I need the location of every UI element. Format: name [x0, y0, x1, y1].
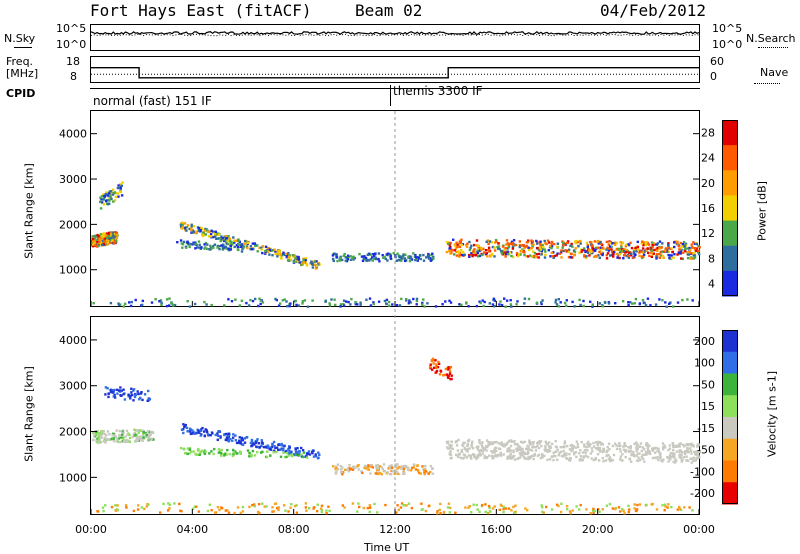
power-colorbar-tick-6: 4	[708, 277, 715, 290]
power-colorbar-swatch-2	[722, 170, 738, 196]
velocity-colorbar-tick-1: 100	[694, 357, 715, 370]
nsearch-tick-bottom: 10^0	[712, 38, 743, 51]
velocity-feature-3	[445, 438, 702, 464]
velocity-colorbar-swatch-3	[722, 395, 738, 418]
velocity-colorbar-tick-7: -200	[690, 487, 715, 500]
nave-label: Nave	[760, 66, 789, 79]
xtick-label-5: 20:00	[582, 523, 614, 536]
xtick-label-2: 08:00	[278, 523, 310, 536]
freq-series-line	[91, 67, 699, 79]
power-ytick-label-4000: 4000	[59, 128, 87, 141]
xtick-label-1: 04:00	[176, 523, 208, 536]
nsearch-tick-top: 10^5	[712, 22, 743, 35]
xtick-label-4: 16:00	[480, 523, 512, 536]
velocity-ytick-label-1000: 1000	[59, 471, 87, 484]
velocity-feature-1	[180, 423, 321, 460]
power-feature-2	[331, 252, 435, 263]
velocity-ytick-label-2000: 2000	[59, 426, 87, 439]
velocity-feature-1b	[179, 446, 309, 459]
velocity-colorbar-swatch-7	[722, 482, 738, 505]
nsky-legend-line	[14, 47, 32, 48]
power-low-range	[92, 297, 694, 308]
nsky-tick-top: 10^5	[56, 22, 87, 35]
nsky-label: N.Sky	[4, 32, 36, 45]
x-axis-title: Time UT	[364, 541, 410, 554]
power-colorbar-swatch-1	[722, 145, 738, 171]
velocity-colorbar-swatch-0	[722, 330, 738, 353]
cpid-segment-normal: normal (fast) 151 IF	[93, 94, 212, 108]
cpid-segment-themis: themis 3300 IF	[393, 84, 483, 98]
nsearch-series-line	[90, 33, 700, 37]
power-colorbar-swatch-4	[722, 220, 738, 247]
power-colorbar-tick-4: 12	[701, 227, 715, 240]
velocity-feature-0	[92, 428, 155, 445]
velocity-feature-0b	[104, 386, 152, 402]
power-panel-frame	[90, 110, 700, 307]
velocity-ytick-label-3000: 3000	[59, 380, 87, 393]
date-label: 04/Feb/2012	[600, 1, 706, 20]
nsearch-legend-line	[758, 47, 788, 48]
freq-panel-frame	[90, 56, 700, 83]
nave-tick-bottom: 0	[710, 70, 717, 83]
power-feature-1b	[176, 239, 245, 253]
freq-label: Freq.	[6, 55, 34, 68]
chart-title: Fort Hays East (fitACF)	[90, 1, 312, 20]
velocity-ytick-label-4000: 4000	[59, 334, 87, 347]
velocity-colorbar-tick-2: 50	[701, 378, 715, 391]
velocity-feature-2	[332, 463, 435, 476]
power-feature-0	[91, 231, 119, 248]
nsky-tick-bottom: 10^0	[56, 38, 87, 51]
freq-tick-top: 18	[66, 55, 80, 68]
xtick-label-6: 00:00	[683, 523, 715, 536]
noise-panel-frame	[90, 24, 700, 51]
power-colorbar-tick-0: 28	[701, 127, 715, 140]
velocity-colorbar-frame	[722, 330, 738, 504]
power-ytick-label-3000: 3000	[59, 173, 87, 186]
beam-label: Beam 02	[355, 1, 423, 20]
velocity-colorbar-swatch-4	[722, 417, 738, 440]
nave-tick-top: 60	[710, 55, 724, 68]
power-colorbar-swatch-0	[722, 120, 738, 146]
velocity-colorbar-swatch-5	[722, 438, 738, 461]
power-colorbar-tick-5: 8	[708, 252, 715, 265]
nave-legend-line	[754, 83, 780, 84]
velocity-feature-3b	[428, 357, 453, 381]
velocity-colorbar-swatch-6	[722, 460, 738, 483]
velocity-colorbar-swatch-1	[722, 351, 738, 374]
power-colorbar-tick-2: 20	[701, 177, 715, 190]
power-colorbar-frame	[722, 120, 738, 296]
velocity-colorbar-tick-6: -100	[690, 465, 715, 478]
power-ytick-label-2000: 2000	[59, 218, 87, 231]
power-colorbar-tick-3: 16	[701, 202, 715, 215]
velocity-colorbar-tick-0: 200	[694, 335, 715, 348]
power-colorbar-tick-1: 24	[701, 152, 715, 165]
velocity-low-range	[96, 502, 694, 515]
xtick-label-0: 00:00	[75, 523, 107, 536]
power-feature-0b	[99, 181, 124, 210]
power-colorbar-swatch-5	[722, 245, 738, 272]
velocity-colorbar-tick-4: -15	[697, 422, 715, 435]
nsearch-label: N.Search	[746, 32, 796, 45]
freq-unit: [MHz]	[6, 67, 39, 80]
freq-tick-bottom: 8	[70, 70, 77, 83]
velocity-colorbar-tick-3: 15	[701, 400, 715, 413]
power-colorbar-swatch-6	[722, 270, 738, 297]
velocity-colorbar-swatch-2	[722, 373, 738, 396]
power-colorbar-swatch-3	[722, 195, 738, 222]
power-feature-3	[445, 238, 701, 261]
cpid-label: CPID	[6, 87, 36, 100]
xtick-label-3: 12:00	[379, 523, 411, 536]
velocity-colorbar-tick-5: -50	[697, 444, 715, 457]
power-ytick-label-1000: 1000	[59, 264, 87, 277]
power-feature-1	[179, 221, 321, 270]
nsky-series-line	[90, 31, 700, 35]
